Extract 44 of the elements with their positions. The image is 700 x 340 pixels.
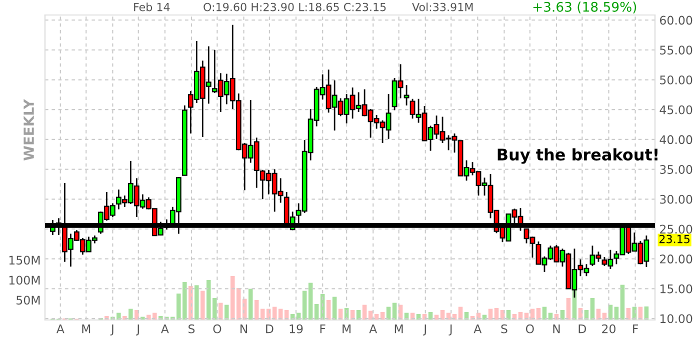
y-tick-label: 50.00	[660, 75, 692, 84]
y-tick-label: 35.00	[660, 165, 692, 174]
x-tick-label: F	[320, 324, 326, 334]
x-tick-label: A	[161, 324, 169, 334]
x-tick-label: D	[266, 324, 274, 334]
x-tick-label: O	[213, 324, 222, 334]
x-tick-label: F	[633, 324, 638, 334]
y-tick-label: 45.00	[660, 105, 692, 114]
y-tick-label: 15.00	[660, 284, 692, 294]
y2-tick-label: 150M	[9, 256, 40, 265]
y-tick-label: 55.00	[660, 46, 692, 55]
x-tick-label: M	[394, 324, 403, 334]
text: Vol:33.91M	[412, 2, 473, 12]
x-tick-label: 19	[290, 324, 303, 334]
x-tick-label: M	[342, 324, 351, 334]
x-tick-label: A	[474, 324, 482, 334]
y-tick-label: 10.00	[660, 314, 692, 324]
x-tick-label: M	[82, 324, 90, 334]
x-tick-label: J	[136, 324, 139, 336]
y-tick-label: 60.00	[660, 16, 692, 25]
y2-tick-label: 50M	[16, 296, 40, 305]
x-tick-label: D	[578, 324, 586, 334]
y-tick-label: 40.00	[660, 135, 692, 144]
x-tick-label: S	[188, 324, 195, 334]
y-tick-label: 25.00	[660, 224, 692, 234]
x-tick-label: 20	[602, 324, 616, 334]
text: O:19.60 H:23.90 L:18.65 C:23.15	[204, 2, 386, 12]
x-tick-label: N	[240, 324, 248, 334]
y-tick-label: 20.00	[660, 254, 692, 264]
x-tick-label: N	[553, 324, 560, 334]
x-tick-label: J	[448, 324, 452, 336]
text: +3.63 (18.59%)	[533, 2, 636, 14]
text: WEEKLY	[24, 98, 34, 160]
x-tick-label: A	[369, 324, 378, 334]
y2-tick-label: 100M	[9, 276, 40, 285]
annotation: 23.15	[659, 234, 690, 244]
annotation: Buy the breakout!	[498, 148, 658, 164]
x-tick-label: J	[423, 324, 426, 336]
y-tick-label: 30.00	[660, 194, 692, 204]
x-tick-label: J	[110, 324, 114, 336]
x-tick-label: S	[501, 324, 508, 334]
text: Feb 14	[134, 2, 170, 12]
x-tick-label: O	[526, 324, 534, 334]
x-tick-label: A	[56, 324, 64, 334]
